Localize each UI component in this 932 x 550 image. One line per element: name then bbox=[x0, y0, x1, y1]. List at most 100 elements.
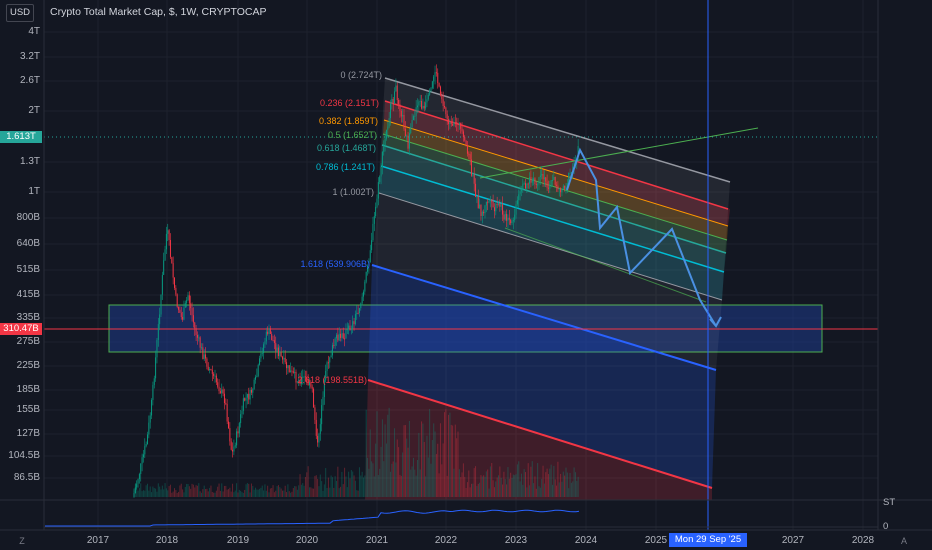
volume-bar bbox=[549, 468, 551, 497]
volume-bar bbox=[141, 491, 143, 497]
volume-bar bbox=[518, 461, 520, 497]
candlestick-series[interactable] bbox=[133, 64, 579, 498]
volume-bar bbox=[515, 474, 517, 497]
volume-bar bbox=[503, 471, 505, 497]
volume-bar bbox=[510, 472, 512, 497]
volume-bar bbox=[137, 490, 139, 497]
candle-body bbox=[344, 338, 346, 340]
volume-bar bbox=[317, 478, 319, 497]
volume-bar bbox=[566, 472, 568, 497]
fib-line-1[interactable] bbox=[378, 192, 723, 301]
candle-body bbox=[556, 184, 558, 186]
fib-line-0[interactable] bbox=[384, 77, 731, 183]
volume-bar bbox=[495, 481, 497, 497]
price-axis-label: 155B bbox=[16, 404, 40, 415]
volume-bar bbox=[354, 480, 356, 497]
candle-body bbox=[169, 240, 171, 258]
candle-body bbox=[462, 131, 464, 138]
volume-bar bbox=[140, 483, 142, 497]
candle-body bbox=[407, 135, 409, 149]
candle-body bbox=[137, 479, 139, 484]
volume-bar bbox=[327, 477, 329, 497]
fib-line-0236[interactable] bbox=[384, 100, 729, 210]
candle-body bbox=[333, 345, 335, 347]
candle-body bbox=[273, 340, 275, 344]
volume-bar bbox=[488, 488, 490, 497]
candle-body bbox=[373, 216, 375, 224]
candle-body bbox=[448, 119, 450, 125]
candle-body bbox=[510, 219, 512, 224]
candle-body bbox=[233, 446, 235, 452]
candle-body bbox=[290, 370, 292, 373]
volume-bar bbox=[323, 484, 325, 497]
volume-bar bbox=[142, 490, 144, 497]
currency-button[interactable]: USD bbox=[6, 4, 34, 22]
candle-body bbox=[163, 260, 165, 275]
candle-body bbox=[206, 358, 208, 367]
volume-bar bbox=[475, 466, 477, 497]
candle-body bbox=[411, 120, 413, 127]
volume-bar bbox=[539, 487, 541, 497]
fib-line-1618[interactable] bbox=[371, 264, 717, 371]
volume-bar bbox=[244, 489, 246, 497]
candle-body bbox=[545, 177, 547, 182]
trend-line-lower-green[interactable] bbox=[504, 227, 707, 303]
fib-line-2618[interactable] bbox=[367, 379, 713, 489]
auto-scale-button[interactable]: A bbox=[900, 536, 907, 546]
volume-bar bbox=[228, 489, 229, 497]
indicator-line[interactable] bbox=[45, 509, 580, 527]
candle-body bbox=[214, 375, 216, 377]
time-axis-label: 2023 bbox=[504, 535, 528, 546]
fib-channel-fill-upper bbox=[378, 78, 730, 300]
volume-bar bbox=[568, 488, 570, 497]
candle-body bbox=[292, 371, 294, 373]
candle-body bbox=[569, 172, 571, 174]
projection-path[interactable] bbox=[566, 147, 717, 327]
fib-line-0786[interactable] bbox=[380, 165, 725, 273]
candle-body bbox=[534, 178, 536, 185]
candle-body bbox=[371, 240, 373, 251]
candle-body bbox=[336, 334, 337, 339]
candle-body bbox=[554, 176, 556, 185]
volume-bar bbox=[365, 409, 367, 497]
candle-body bbox=[298, 379, 300, 382]
candle-body bbox=[398, 99, 400, 105]
volume-bar bbox=[564, 475, 566, 497]
candle-body bbox=[400, 110, 402, 117]
candle-body bbox=[457, 123, 459, 125]
trend-line-green[interactable] bbox=[479, 127, 759, 179]
volume-bar bbox=[472, 483, 474, 497]
fib-line-0618[interactable] bbox=[381, 144, 727, 254]
volume-series bbox=[133, 407, 579, 497]
volume-bar bbox=[384, 424, 386, 497]
candle-body bbox=[562, 185, 564, 189]
current-price-tag: 1.613T bbox=[0, 131, 42, 143]
price-axis-label: 800B bbox=[16, 212, 40, 223]
candle-body bbox=[248, 393, 250, 400]
candle-body bbox=[142, 454, 144, 458]
candle-body bbox=[414, 115, 416, 117]
candle-body bbox=[530, 177, 532, 183]
price-axis-label: 1.3T bbox=[19, 156, 40, 167]
volume-bar bbox=[304, 476, 306, 497]
volume-bar bbox=[456, 438, 458, 497]
volume-bar bbox=[423, 441, 425, 497]
candle-body bbox=[421, 101, 423, 109]
volume-bar bbox=[464, 476, 466, 497]
candle-body bbox=[437, 72, 439, 84]
candle-body bbox=[454, 122, 456, 124]
volume-bar bbox=[291, 491, 293, 497]
candle-body bbox=[388, 118, 390, 127]
zoom-button[interactable]: Z bbox=[19, 536, 25, 546]
fib-line-0382[interactable] bbox=[383, 119, 729, 227]
candle-body bbox=[331, 345, 333, 356]
candle-body bbox=[442, 99, 444, 107]
candle-body bbox=[218, 386, 220, 392]
volume-bar bbox=[388, 407, 390, 497]
candle-body bbox=[264, 341, 266, 345]
volume-bar bbox=[290, 492, 292, 497]
candle-body bbox=[515, 204, 517, 215]
time-cursor-label: Mon 29 Sep '25 bbox=[669, 533, 747, 547]
fib-level-label: 1.618 (539.906B) bbox=[300, 259, 370, 269]
